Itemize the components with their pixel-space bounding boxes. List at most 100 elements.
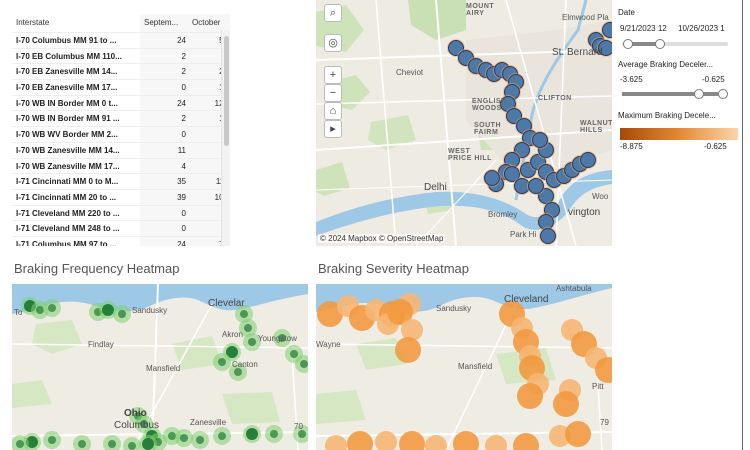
table-row[interactable]: I-70 EB Zanesville MM 17...014 (12, 79, 230, 95)
severity-point[interactable] (395, 337, 421, 363)
frequency-point[interactable] (16, 440, 24, 448)
label-covington: vington (568, 207, 601, 218)
frequency-point[interactable] (180, 434, 188, 442)
frequency-point[interactable] (244, 324, 252, 332)
table-row[interactable]: I-70 WB Zanesville MM 17...44 (12, 157, 230, 174)
severity-point[interactable] (517, 383, 543, 409)
frequency-point[interactable] (48, 436, 56, 444)
table-scrollbar-thumb[interactable] (224, 36, 229, 146)
label-sandusky-sev: Sandusky (436, 304, 472, 313)
severity-point[interactable] (595, 357, 612, 383)
severity-point[interactable] (565, 421, 591, 447)
table-row[interactable]: I-71 Columbus MM 97 to ...2474 (12, 235, 230, 246)
date-slider-fill (628, 42, 660, 46)
table-scrollbar[interactable] (221, 30, 230, 246)
frequency-point[interactable] (298, 430, 306, 438)
frequency-point[interactable] (168, 432, 176, 440)
severity-point[interactable] (485, 435, 507, 450)
frequency-point[interactable] (290, 350, 298, 358)
avg-braking-knob-right[interactable] (718, 89, 728, 99)
frequency-point[interactable] (196, 436, 204, 444)
frequency-heat-points[interactable] (12, 297, 308, 450)
avg-braking-knob-left[interactable] (694, 89, 704, 99)
table-row[interactable]: I-71 Cleveland MM 220 to ...02 (12, 204, 230, 221)
frequency-point[interactable] (218, 432, 226, 440)
braking-points[interactable] (447, 21, 612, 245)
frequency-point[interactable] (270, 430, 278, 438)
frequency-point[interactable] (48, 304, 56, 312)
date-slider[interactable] (622, 39, 728, 49)
avg-braking-slider[interactable] (622, 89, 728, 99)
braking-point[interactable] (598, 40, 613, 56)
frequency-point[interactable] (300, 360, 308, 368)
table-row[interactable]: I-71 Cincinnati MM 0 to M...35111 (12, 173, 230, 189)
braking-point[interactable] (532, 132, 548, 148)
severity-point[interactable] (553, 391, 579, 417)
table-row[interactable]: I-70 Columbus MM 91 to ...2453 (12, 32, 230, 48)
table-row[interactable]: I-70 WB Zanesville MM 14...116 (12, 141, 230, 158)
severity-heat-points[interactable] (317, 293, 612, 450)
max-braking-min: -8.875 (620, 142, 643, 151)
frequency-point[interactable] (36, 306, 44, 314)
label-st-bernard: St. Bernard (552, 47, 603, 58)
braking-point[interactable] (580, 152, 596, 168)
severity-point[interactable] (347, 431, 373, 450)
table-body: I-70 Columbus MM 91 to ...2453I-70 EB Co… (12, 32, 230, 246)
date-slider-start-knob[interactable] (623, 39, 633, 49)
frequency-point[interactable] (26, 436, 38, 448)
severity-point[interactable] (325, 435, 347, 450)
table-row[interactable]: I-70 EB Zanesville MM 14...222 (12, 63, 230, 79)
september-cell: 24 (177, 239, 186, 246)
braking-point[interactable] (528, 178, 544, 194)
frequency-point[interactable] (248, 338, 256, 346)
braking-point[interactable] (602, 22, 613, 38)
frequency-point[interactable] (246, 428, 258, 440)
braking-point[interactable] (504, 166, 520, 182)
frequency-point[interactable] (278, 334, 286, 342)
frequency-point[interactable] (234, 368, 242, 376)
frequency-heatmap-map[interactable]: Sandusky Clevelar Youngstow Findlay Akro… (12, 284, 308, 450)
column-header-september[interactable]: Septem... (144, 18, 179, 27)
column-header-october[interactable]: October (192, 18, 221, 27)
table-row[interactable]: I-70 EB Columbus MM 110...23 (12, 47, 230, 64)
map-search-button[interactable]: ⌕ (324, 4, 342, 22)
frequency-point[interactable] (128, 442, 136, 450)
severity-point[interactable] (375, 431, 397, 450)
interstate-point-map[interactable]: MOUNT AIRY Elmwood Pla St. Bernard Chevi… (316, 0, 612, 246)
frequency-point[interactable] (140, 420, 148, 428)
frequency-point[interactable] (240, 310, 248, 318)
severity-point[interactable] (399, 431, 425, 450)
avg-braking-min: -3.625 (620, 75, 643, 84)
avg-braking-max: -0.625 (702, 75, 725, 84)
date-slider-end-knob[interactable] (655, 39, 665, 49)
map-zoom-in-button[interactable]: + (324, 66, 342, 84)
frequency-point[interactable] (78, 440, 86, 448)
table-row[interactable]: I-71 Cleveland MM 248 to ...01 (12, 220, 230, 236)
table-row[interactable]: I-70 WB IN Border MM 0 t...24120 (12, 94, 230, 111)
braking-point[interactable] (484, 170, 500, 186)
severity-heatmap-map[interactable]: Sandusky Cleveland Ashtabula Wayne Mansf… (316, 284, 612, 450)
map-zoom-out-button[interactable]: − (324, 84, 342, 102)
table-row[interactable]: I-70 WB IN Border MM 91 ...210 (12, 110, 230, 126)
severity-point[interactable] (453, 431, 479, 450)
column-header-interstate[interactable]: Interstate (16, 18, 50, 27)
map-layers-button[interactable]: ◎ (324, 34, 342, 52)
interstate-cell: I-70 WB IN Border MM 91 ... (16, 114, 120, 124)
frequency-point[interactable] (218, 358, 226, 366)
map-pan-button[interactable]: ▸ (324, 120, 342, 138)
frequency-point[interactable] (102, 304, 114, 316)
severity-point[interactable] (317, 301, 343, 327)
frequency-point[interactable] (118, 310, 126, 318)
table-row[interactable]: I-71 Cincinnati MM 20 to ...39103 (12, 188, 230, 205)
severity-point[interactable] (387, 299, 413, 325)
map-home-button[interactable]: ⌂ (324, 102, 342, 120)
table-row[interactable]: I-70 WB WV Border MM 2...04 (12, 126, 230, 142)
severity-point[interactable] (513, 433, 539, 450)
map-attribution[interactable]: © 2024 Mapbox © OpenStreetMap (318, 234, 446, 243)
severity-point[interactable] (425, 435, 447, 450)
severity-point[interactable] (401, 319, 423, 341)
frequency-point[interactable] (226, 346, 238, 358)
frequency-point[interactable] (142, 438, 154, 450)
frequency-point[interactable] (108, 440, 116, 448)
braking-point[interactable] (540, 228, 556, 244)
